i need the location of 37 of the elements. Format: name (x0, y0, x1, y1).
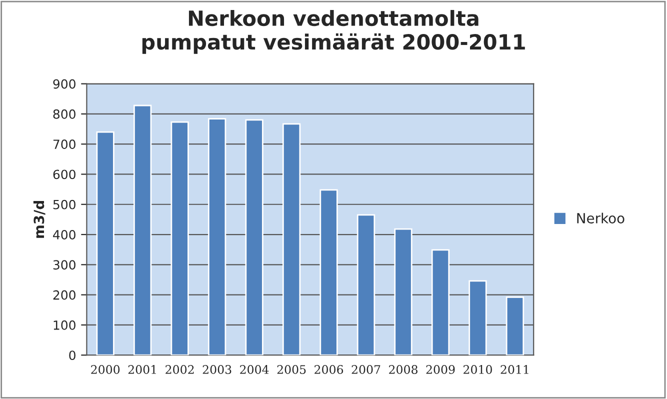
x-tick-label: 2003 (202, 365, 232, 374)
y-tick-label: 900 (53, 79, 76, 89)
bar (356, 214, 376, 356)
bar (245, 119, 264, 356)
y-tick-label: 500 (53, 200, 76, 210)
legend-label: Nerkoo (577, 212, 624, 224)
bar (394, 228, 412, 356)
bar (170, 121, 189, 356)
bar (282, 123, 301, 356)
bar (96, 131, 114, 356)
y-tick-label: 100 (54, 320, 76, 330)
y-tick-label: 700 (53, 140, 76, 150)
bar (468, 280, 487, 356)
x-tick-label: 2004 (240, 365, 269, 374)
x-tick-label: 2010 (464, 365, 492, 374)
x-tick-label: 2002 (166, 365, 194, 374)
y-tick-label: 300 (53, 260, 76, 270)
bar (133, 104, 152, 356)
x-tick-label: 2005 (277, 365, 306, 374)
y-axis-title: m3/d (33, 201, 46, 238)
x-tick-label: 2001 (128, 365, 156, 374)
bar (431, 249, 450, 356)
x-tick-label: 2007 (352, 365, 380, 374)
x-tick-label: 2009 (426, 365, 455, 374)
y-tick-label: 800 (53, 109, 76, 119)
y-tick-label: 0 (69, 350, 76, 360)
bar (320, 189, 338, 356)
chart-title: Nerkoon vedenottamolta pumpatut vesimäärät 2000-2011 (142, 10, 525, 54)
bar (506, 296, 524, 356)
x-tick-label: 2008 (389, 365, 418, 374)
y-tick-label: 200 (53, 290, 76, 300)
bar (208, 118, 226, 356)
x-tick-label: 2000 (91, 365, 120, 374)
x-tick-label: 2006 (314, 365, 344, 374)
y-tick-label: 600 (53, 170, 76, 180)
y-tick-label: 400 (53, 230, 76, 240)
x-tick-label: 2011 (500, 365, 528, 374)
